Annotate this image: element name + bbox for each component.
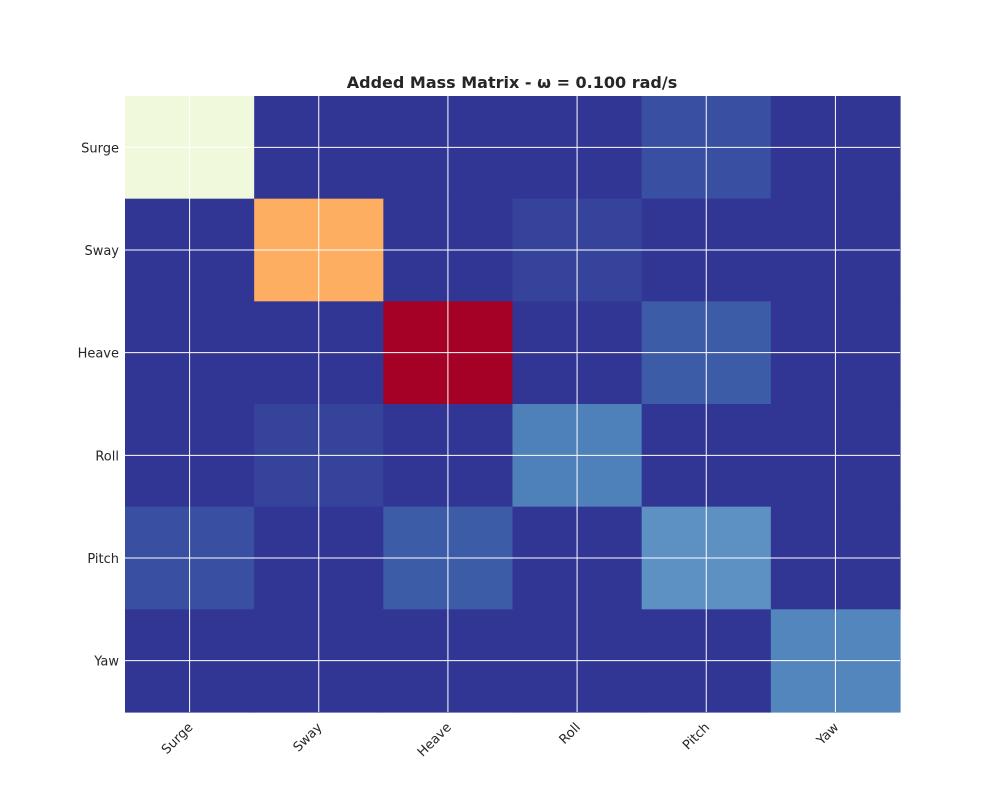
x-tick-labels: Surge Sway Heave Roll Pitch Yaw <box>159 720 842 760</box>
x-tick-label: Surge <box>159 720 196 757</box>
x-tick-label: Sway <box>291 720 326 755</box>
x-tick-label: Yaw <box>813 720 842 749</box>
grid-lines <box>125 96 900 712</box>
y-tick-label: Pitch <box>87 552 119 567</box>
y-tick-label: Roll <box>95 449 119 464</box>
heatmap-cells <box>125 96 901 713</box>
y-tick-label: Yaw <box>93 655 119 670</box>
y-tick-label: Heave <box>78 347 119 362</box>
y-tick-label: Sway <box>84 244 119 259</box>
y-tick-label: Surge <box>81 141 119 156</box>
chart-title: Added Mass Matrix - ω = 0.100 rad/s <box>347 73 677 92</box>
y-tick-labels: Surge Sway Heave Roll Pitch Yaw <box>78 141 120 669</box>
x-tick-label: Pitch <box>680 720 713 753</box>
x-tick-label: Roll <box>557 720 584 747</box>
x-tick-label: Heave <box>415 720 455 760</box>
